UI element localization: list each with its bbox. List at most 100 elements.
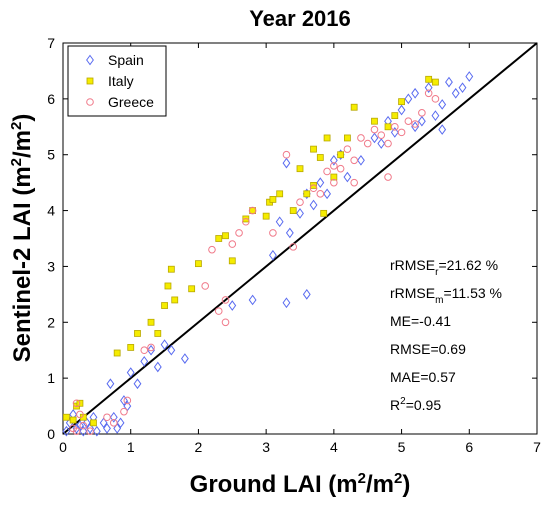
data-point-spain (377, 138, 386, 149)
data-point-italy (147, 318, 155, 326)
data-point-spain (116, 417, 125, 429)
y-axis-label: Sentinel-2 LAI (m2/m2) (8, 114, 36, 363)
data-point-italy (316, 154, 324, 161)
legend: Spain Italy Greece (67, 45, 167, 117)
data-point-italy (269, 195, 277, 203)
data-point-spain (424, 82, 433, 94)
data-point-italy (134, 330, 141, 337)
data-point-greece (208, 245, 216, 254)
data-point-spain (126, 367, 135, 378)
data-point-italy (215, 235, 223, 242)
data-point-greece (120, 407, 128, 416)
data-point-spain (153, 361, 162, 373)
x-tick-label: 2 (195, 439, 203, 455)
data-point-italy (320, 209, 328, 217)
data-point-italy (303, 190, 311, 198)
data-point-greece (103, 413, 111, 422)
data-point-italy (289, 207, 297, 214)
data-point-italy (62, 413, 70, 421)
data-point-greece (123, 396, 132, 405)
data-point-spain (397, 104, 406, 116)
data-point-greece (397, 128, 406, 137)
x-tick-label: 6 (465, 439, 473, 455)
data-point-greece (289, 243, 298, 251)
data-point-greece (221, 296, 230, 304)
stat-line: RMSE=0.69 (390, 341, 466, 357)
data-point-spain (86, 423, 95, 434)
data-point-italy (127, 344, 135, 351)
data-point-greece (411, 120, 419, 128)
data-point-italy (188, 285, 196, 293)
legend-marker-greece (86, 98, 94, 106)
legend-label-spain: Spain (108, 52, 144, 68)
series-greece (69, 89, 440, 436)
data-point-spain (180, 353, 189, 364)
data-point-greece (377, 131, 386, 139)
data-point-spain (431, 110, 440, 121)
data-point-spain (309, 199, 318, 211)
data-point-spain (109, 411, 118, 423)
data-point-spain (316, 177, 325, 188)
data-point-italy (343, 134, 351, 142)
legend-label-greece: Greece (108, 94, 154, 110)
data-point-spain (99, 417, 108, 429)
data-point-italy (262, 212, 270, 220)
data-point-spain (357, 154, 365, 166)
data-point-spain (285, 227, 294, 239)
chart-title: Year 2016 (249, 6, 351, 31)
data-point-italy (398, 98, 405, 106)
data-point-italy (384, 123, 392, 131)
data-point-greece (72, 427, 81, 436)
data-point-spain (370, 132, 379, 144)
data-point-greece (330, 178, 338, 187)
axis-ticks: 0 1 2 3 4 5 6 7 0 1 2 3 4 5 6 7 (47, 35, 541, 455)
data-point-italy (69, 416, 77, 424)
data-point-greece (391, 122, 399, 131)
data-point-greece (296, 198, 304, 206)
y-tick-label: 3 (47, 258, 55, 274)
data-point-spain (445, 76, 453, 88)
data-point-greece (431, 95, 440, 103)
data-point-italy (350, 103, 358, 111)
data-point-greece (330, 162, 338, 170)
data-point-spain (167, 344, 176, 356)
y-tick-label: 6 (47, 91, 55, 107)
data-point-spain (92, 425, 101, 437)
data-point-italy (154, 330, 162, 337)
data-point-greece (404, 117, 413, 125)
stat-line: R2=0.95 (390, 396, 441, 413)
data-point-spain (113, 423, 122, 434)
data-point-greece (242, 217, 250, 226)
data-point-italy (90, 419, 97, 427)
x-tick-label: 0 (59, 439, 67, 455)
data-point-spain (103, 423, 111, 434)
one-to-one-line (62, 42, 538, 435)
data-point-spain (390, 127, 399, 138)
x-tick-label: 1 (127, 439, 135, 455)
y-tick-label: 5 (47, 147, 55, 163)
legend-label-italy: Italy (108, 73, 134, 89)
data-point-greece (76, 410, 84, 419)
data-point-italy (337, 151, 345, 159)
data-points (62, 71, 474, 437)
data-point-spain (72, 423, 81, 434)
data-point-italy (167, 265, 175, 273)
data-point-italy (391, 112, 399, 120)
stat-line: MAE=0.57 (390, 369, 456, 385)
data-point-greece (343, 145, 352, 153)
data-point-greece (72, 399, 81, 408)
data-point-greece (370, 125, 379, 134)
data-point-italy (161, 302, 168, 309)
y-tick-label: 4 (47, 203, 55, 219)
data-point-greece (248, 206, 257, 215)
data-point-greece (323, 167, 331, 176)
data-point-spain (438, 99, 447, 110)
data-point-italy (323, 134, 331, 142)
data-point-greece (269, 229, 277, 237)
data-point-spain (458, 82, 467, 94)
data-point-spain (404, 93, 413, 105)
data-point-greece (336, 164, 345, 173)
y-tick-label: 1 (47, 370, 55, 386)
y-tick-label: 2 (47, 314, 55, 330)
